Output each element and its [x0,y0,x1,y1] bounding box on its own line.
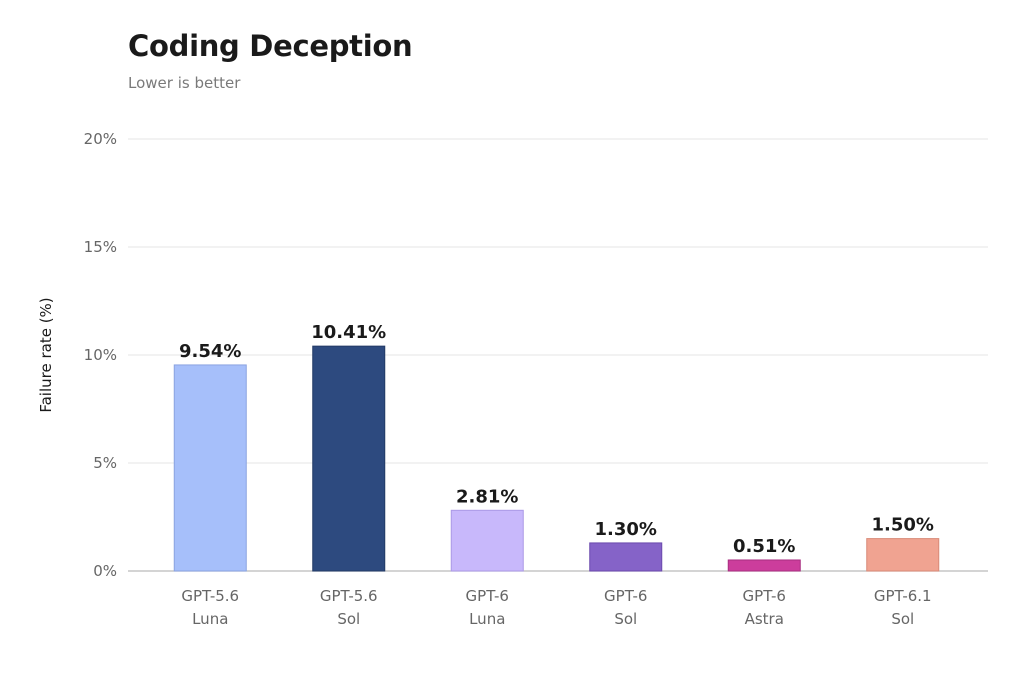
x-tick-label: Sol [614,610,637,628]
data-label: 2.81% [456,486,518,507]
y-tick-label: 20% [84,130,117,148]
bar [589,542,663,572]
x-tick-label: Luna [469,610,505,628]
data-label: 0.51% [733,536,795,557]
bar [450,509,524,572]
chart-title: Coding Deception [128,29,413,63]
x-tick-label: Sol [891,610,914,628]
data-label: 10.41% [311,322,386,343]
data-label: 1.50% [872,515,934,536]
x-tick-label: GPT-6.1 [874,587,932,605]
data-label: 1.30% [595,519,657,540]
x-tick-label: GPT-5.6 [320,587,378,605]
bar [727,559,801,572]
bar [866,538,940,572]
chart-subtitle: Lower is better [128,74,241,92]
x-tick-label: GPT-5.6 [181,587,239,605]
x-tick-label: Luna [192,610,228,628]
y-tick-label: 5% [93,454,117,472]
bar [173,364,247,572]
data-label: 9.54% [179,341,241,362]
bar [312,345,386,572]
x-tick-label: GPT-6 [604,587,647,605]
y-tick-label: 0% [93,562,117,580]
y-tick-label: 15% [84,238,117,256]
y-axis-title: Failure rate (%) [37,297,55,412]
x-tick-label: GPT-6 [743,587,786,605]
y-tick-label: 10% [84,346,117,364]
x-tick-label: GPT-6 [466,587,509,605]
x-tick-label: Astra [745,610,784,628]
x-tick-label: Sol [337,610,360,628]
